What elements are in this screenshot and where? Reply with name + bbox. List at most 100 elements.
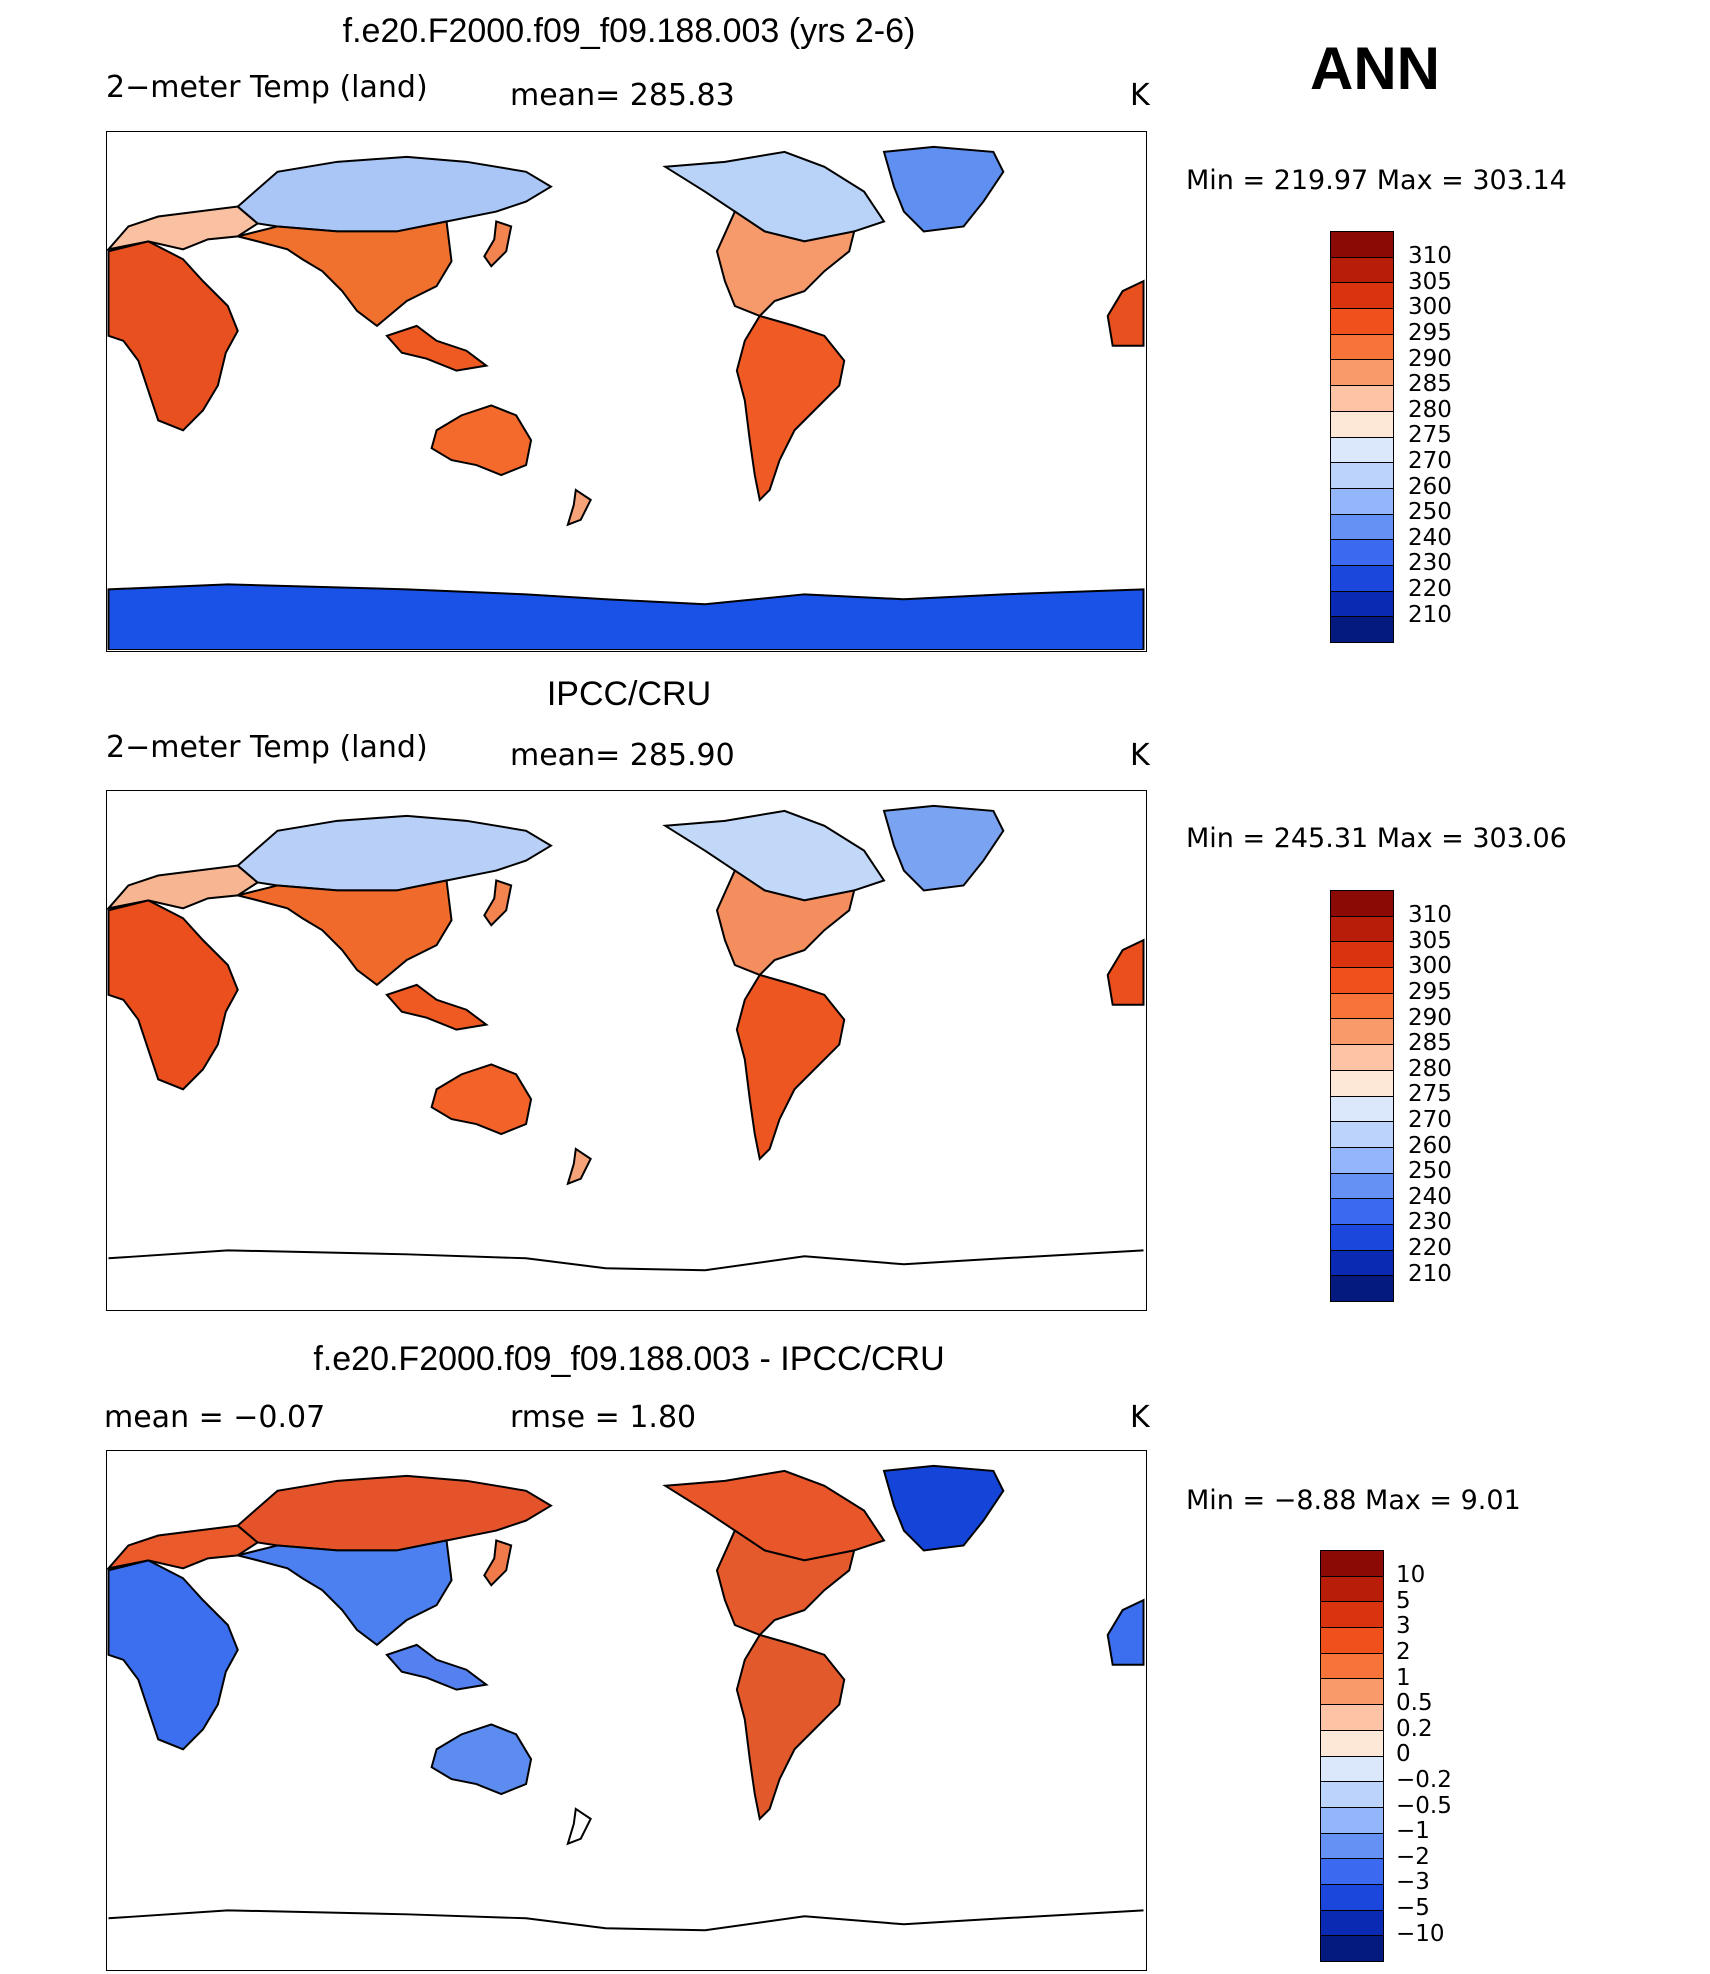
panel1-mean-label: mean= 285.83 (510, 78, 735, 113)
colorbar-swatch (1331, 565, 1393, 592)
panel1-units: K (1130, 78, 1150, 113)
panel1-minmax: Min = 219.97 Max = 303.14 (1186, 165, 1567, 196)
region-samerica (735, 973, 846, 1161)
panel1-variable-label: 2−meter Temp (land) (106, 70, 428, 105)
colorbar-label: 270 (1408, 448, 1452, 475)
colorbar-label: 240 (1408, 524, 1452, 551)
colorbar-label: 305 (1408, 927, 1452, 954)
panel3-colorbar (1320, 1550, 1384, 1962)
colorbar-label: 0.2 (1396, 1715, 1433, 1742)
region-australia (430, 1723, 533, 1796)
colorbar-label: 300 (1408, 953, 1452, 980)
region-africa-wrap (1106, 279, 1145, 347)
colorbar-swatch (1321, 1551, 1383, 1577)
colorbar-label: 285 (1408, 1030, 1452, 1057)
region-antarctica (108, 1243, 1144, 1309)
colorbar-label: −5 (1396, 1895, 1430, 1922)
region-asia-s (237, 1539, 453, 1647)
colorbar-swatch (1321, 1576, 1383, 1603)
colorbar-swatch (1331, 257, 1393, 284)
region-antarctica (107, 583, 1145, 650)
region-africa-wrap (1106, 938, 1145, 1006)
colorbar-swatch (1331, 514, 1393, 541)
colorbar-label: 295 (1408, 979, 1452, 1006)
region-indonesia (385, 983, 489, 1031)
region-indonesia (385, 324, 489, 372)
colorbar-swatch (1331, 1147, 1393, 1174)
region-greenland (882, 1464, 1005, 1552)
colorbar-swatch (1331, 1045, 1393, 1071)
colorbar-label: 220 (1408, 1235, 1452, 1262)
colorbar-label: 275 (1408, 1081, 1452, 1108)
colorbar-label: 260 (1408, 473, 1452, 500)
colorbar-swatch (1331, 1250, 1393, 1277)
region-namer-n (662, 809, 886, 902)
panel3-title: f.e20.F2000.f09_f09.188.003 - IPCC/CRU (313, 1340, 945, 1378)
panel3-colorbar-labels: 10 5 3 2 1 0.5 0.2 0 −0.2 −0.5 −1 −2 −3 −5 −10 (1396, 1563, 1452, 1947)
colorbar-swatch (1331, 591, 1393, 618)
colorbar-label: 275 (1408, 422, 1452, 449)
panel1-title: f.e20.F2000.f09_f09.188.003 (yrs 2-6) (342, 12, 916, 50)
colorbar-swatch (1331, 1276, 1393, 1301)
colorbar-swatch (1321, 1807, 1383, 1834)
antarctica-coastline (108, 1249, 1144, 1272)
panel1-colorbar (1330, 231, 1394, 643)
region-australia (430, 404, 533, 477)
colorbar-swatch (1321, 1679, 1383, 1706)
colorbar-swatch (1331, 463, 1393, 489)
colorbar-swatch (1331, 1199, 1393, 1225)
colorbar-label: 250 (1408, 1158, 1452, 1185)
colorbar-swatch (1331, 488, 1393, 515)
panel2-units: K (1130, 738, 1150, 773)
region-asia-n (236, 814, 553, 892)
colorbar-label: −0.5 (1396, 1792, 1452, 1819)
colorbar-swatch (1331, 411, 1393, 438)
region-samerica (735, 314, 846, 502)
colorbar-label: 210 (1408, 601, 1452, 628)
colorbar-swatch (1321, 1884, 1383, 1911)
colorbar-swatch (1331, 1224, 1393, 1251)
region-indonesia (385, 1643, 489, 1691)
colorbar-label: 230 (1408, 1209, 1452, 1236)
colorbar-label: 305 (1408, 268, 1452, 295)
colorbar-swatch (1331, 617, 1393, 642)
region-australia (430, 1063, 533, 1136)
region-nz (566, 488, 592, 527)
colorbar-label: 310 (1408, 902, 1452, 929)
season-label: ANN (1310, 35, 1440, 102)
region-asia-n (236, 1474, 553, 1552)
colorbar-swatch (1321, 1653, 1383, 1680)
panel3-mean-label: mean = −0.07 (104, 1400, 326, 1435)
panel2-title: IPCC/CRU (546, 675, 712, 713)
map-svg (107, 1464, 1145, 1969)
colorbar-swatch (1331, 309, 1393, 335)
panel2-map (106, 790, 1147, 1311)
colorbar-swatch (1321, 1602, 1383, 1629)
region-namer-n (662, 1469, 886, 1562)
colorbar-swatch (1321, 1936, 1383, 1961)
region-asia-n (236, 155, 553, 233)
colorbar-label: 210 (1408, 1260, 1452, 1287)
colorbar-label: 10 (1396, 1562, 1426, 1589)
colorbar-swatch (1331, 360, 1393, 387)
region-namer-s (715, 869, 856, 977)
panel2-variable-label: 2−meter Temp (land) (106, 730, 428, 765)
colorbar-swatch (1331, 1173, 1393, 1200)
colorbar-label: 0 (1396, 1741, 1411, 1768)
antarctica-coastline (108, 1909, 1144, 1932)
region-greenland (882, 804, 1005, 892)
colorbar-label: 290 (1408, 345, 1452, 372)
colorbar-label: −0.2 (1396, 1767, 1452, 1794)
colorbar-swatch (1321, 1910, 1383, 1937)
colorbar-label: 2 (1396, 1639, 1411, 1666)
panel3-units: K (1130, 1400, 1150, 1435)
colorbar-swatch (1331, 1019, 1393, 1046)
colorbar-swatch (1331, 334, 1393, 361)
colorbar-swatch (1331, 283, 1393, 310)
colorbar-swatch (1331, 232, 1393, 258)
region-namer-n (662, 150, 886, 243)
colorbar-label: 240 (1408, 1183, 1452, 1210)
region-europe (107, 864, 260, 910)
region-asia-s (237, 879, 453, 987)
colorbar-label: 5 (1396, 1587, 1411, 1614)
